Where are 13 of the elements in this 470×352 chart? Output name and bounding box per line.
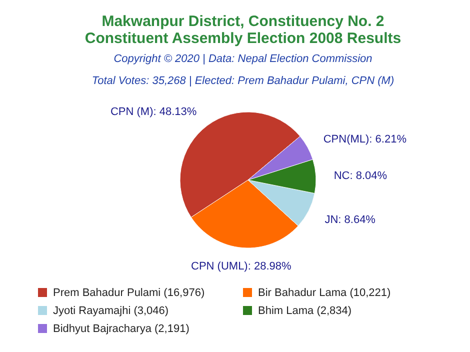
data-label: CPN (M): 48.13% — [110, 106, 197, 118]
text: Copyright © 2020 | Data: Nepal Election Commission — [114, 53, 372, 65]
data-label: CPN (UML): 28.98% — [191, 260, 292, 273]
legend-label: Bidhyut Bajracharya (2,191) — [53, 323, 190, 335]
data-label: CPN(ML): 6.21% — [323, 134, 407, 146]
chart-subtitle: Total Votes: 35,268 | Elected: Prem Bahadur Pulami, CPN (M) — [92, 75, 394, 87]
legend-label: Jyoti Rayamajhi (3,046) — [53, 305, 169, 317]
data-label: NC: 8.04% — [334, 170, 388, 182]
legend-label: Bir Bahadur Lama (10,221) — [258, 287, 391, 299]
legend-label: Bhim Lama (2,834) — [258, 305, 352, 317]
chart-title: Makwanpur District, Constituency No. 2 Constituent Assembly Election 2008 Results — [84, 13, 402, 47]
legend-label: Prem Bahadur Pulami (16,976) — [53, 287, 205, 299]
data-label: JN: 8.64% — [324, 214, 376, 226]
